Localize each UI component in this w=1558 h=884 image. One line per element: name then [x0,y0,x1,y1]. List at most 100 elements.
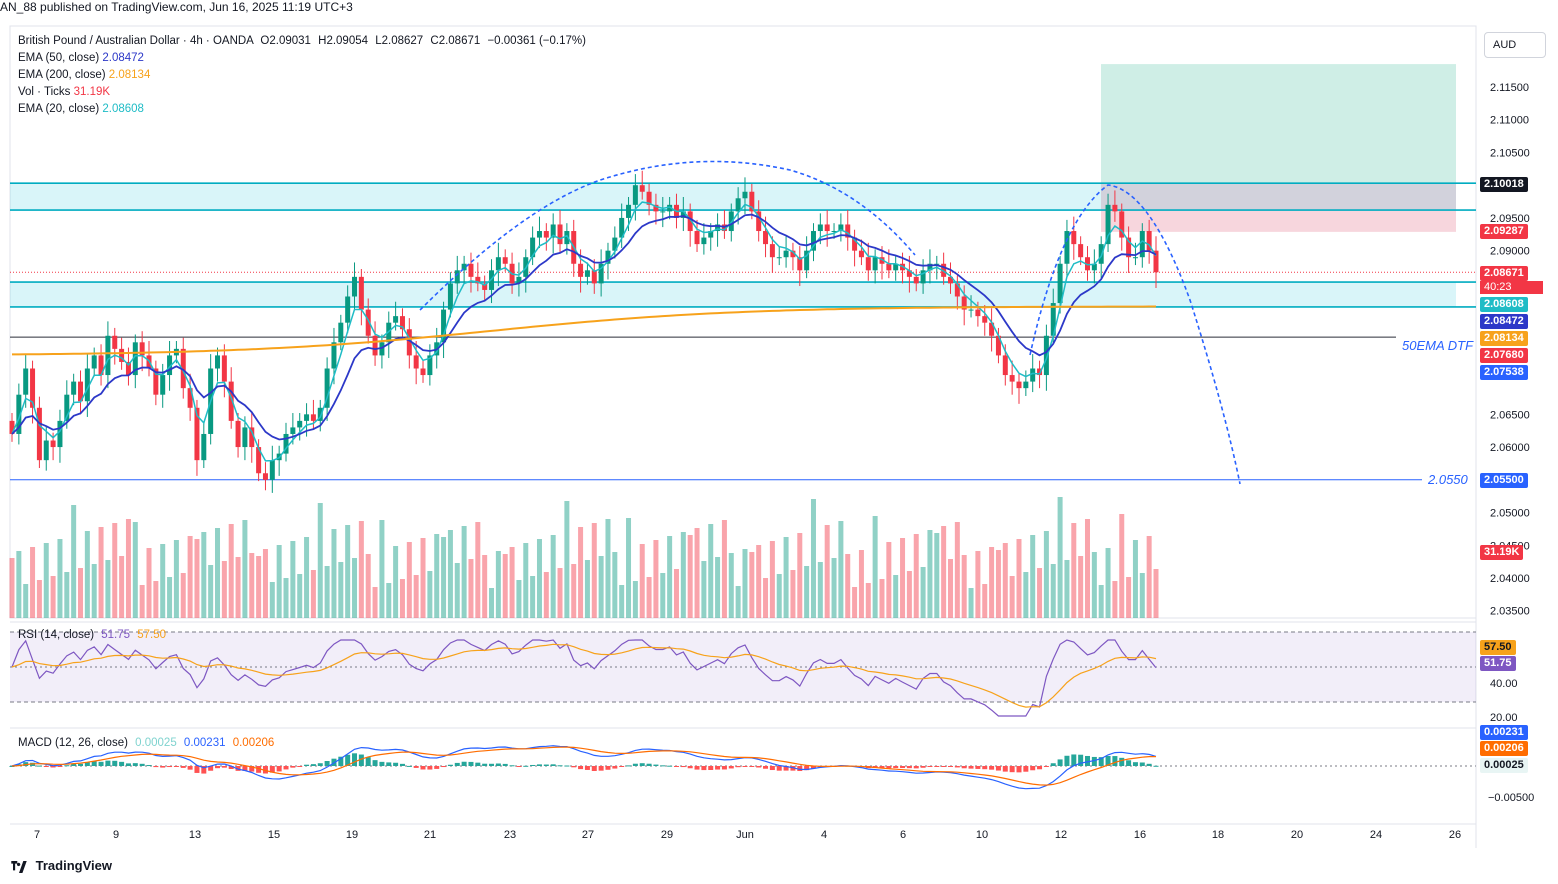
macd-hist-bar [920,766,926,768]
volume-bar [43,543,49,618]
volume-bar [612,552,618,618]
candle-body [865,257,871,271]
volume-bar [194,539,200,618]
macd-hist-bar [612,766,618,769]
volume-bar [228,524,234,618]
candle-body [495,257,501,271]
candle-body [139,342,145,356]
candle-body [399,316,405,330]
macd-hist-bar [1084,755,1090,766]
legend-ema50[interactable]: EMA (50, close) 2.08472 [18,52,144,64]
macd-hist-bar [509,765,515,767]
rsi-value: 51.75 [101,629,131,641]
rsi-axis-40: 40.00 [1490,678,1518,690]
macd-hist-bar [495,763,501,766]
candle-body [413,355,419,369]
candle-body [824,224,830,232]
candle-body [776,257,782,259]
macd-hist-bar [687,766,693,769]
ohlc-open: O2.09031 [260,35,311,47]
macd-hist-bar [441,766,447,768]
volume-bar [975,551,981,618]
volume-bar [660,573,666,618]
candle-body [838,224,844,232]
candle-body [653,204,659,212]
macd-signal-label: 0.00206 [1480,741,1528,756]
volume-bar [352,558,358,618]
candle-body [804,250,810,271]
macd-axis: −0.00500 [1488,792,1535,804]
volume-bar [989,547,995,618]
volume-bar [1078,556,1084,618]
volume-bar [564,501,570,618]
volume-bar [447,530,453,618]
candle-body [708,231,714,238]
candle-body [50,440,56,448]
macd-legend[interactable]: MACD (12, 26, close) 0.00025 0.00231 0.0… [18,737,274,749]
volume-bar [982,584,988,618]
tradingview-brand[interactable]: TradingView [10,858,112,873]
macd-hist-bar [530,764,536,766]
volume-bar [208,565,214,618]
volume-bar [934,533,940,618]
x-tick-label: 20 [1291,829,1303,841]
volume-bar [16,551,22,618]
macd-hist-bar [879,766,885,769]
macd-hist-bar [482,763,488,766]
volume-bar [393,546,399,618]
candle-body [91,355,97,369]
legend-volume[interactable]: Vol · Ticks 31.19K [18,86,110,98]
macd-hist-bar [619,766,625,767]
volume-bar [1057,497,1063,618]
macd-hist-bar [701,766,707,771]
volume-bar [550,535,556,618]
price-label-dtf: 2.07538 [1480,365,1528,380]
candle-body [420,368,426,376]
macd-hist-bar [310,764,316,766]
candle-body [687,211,693,232]
macd-hist-bar [50,766,56,768]
macd-hist-bar [249,766,255,772]
volume-bar [1146,536,1152,618]
macd-hist-bar [776,766,782,771]
macd-hist-bar [180,766,186,768]
symbol-legend[interactable]: British Pound / Australian Dollar · 4h ·… [18,35,590,47]
candle-body [516,276,522,284]
volume-bar [831,558,837,618]
volume-bar [756,545,762,618]
candle-body [1084,257,1090,271]
legend-ema20[interactable]: EMA (20, close) 2.08608 [18,103,144,115]
macd-signal-line [11,746,1156,786]
legend-ema200[interactable]: EMA (200, close) 2.08134 [18,69,150,81]
macd-hist-bar [749,766,755,767]
volume-bar [78,568,84,618]
candle-body [1050,303,1056,336]
candle-body [852,237,858,251]
volume-bar [824,525,830,618]
candle-body [886,263,892,271]
volume-bar [1016,539,1022,618]
candle-body [256,447,262,474]
macd-hist-bar [1153,765,1159,767]
rsi-ma-label: 57.50 [1480,640,1516,655]
macd-hist-bar [1071,754,1077,766]
price-label-last: 2.08671 [1480,266,1528,281]
volume-bar [1112,581,1118,618]
macd-hist-bar [173,766,179,767]
candle-body [1132,257,1138,259]
macd-hist-bar [783,766,789,771]
macd-line [11,745,1157,790]
candle-body [626,204,632,218]
volume-bar [783,537,789,618]
currency-selector[interactable]: AUD [1484,32,1546,58]
x-tick-label: 10 [976,829,988,841]
candle-body [57,420,63,448]
rsi-legend[interactable]: RSI (14, close) 51.75 57.50 [18,629,166,641]
macd-hist-bar [578,766,584,770]
volume-bar [728,553,734,618]
x-tick-label: 27 [582,829,594,841]
ema50-line [11,213,1157,441]
volume-bar [242,520,248,618]
candle-body [1002,355,1008,376]
macd-hist-group [9,753,1159,774]
